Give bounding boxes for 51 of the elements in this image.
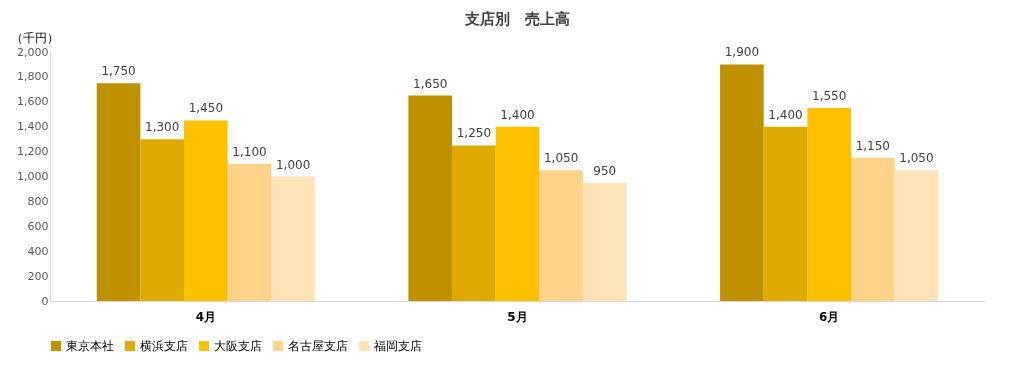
data-label: 1,750	[101, 64, 136, 79]
y-tick-label: 0	[41, 294, 49, 308]
y-tick-label: 1,200	[17, 145, 49, 159]
x-tick-label: 6月	[818, 309, 840, 324]
legend-label: 大阪支店	[214, 339, 262, 353]
bar	[96, 83, 141, 301]
bar	[271, 176, 315, 301]
data-label: 1,100	[232, 145, 267, 160]
y-axis-title: （千円）	[10, 30, 59, 45]
bar	[894, 170, 939, 301]
y-tick-label: 1,400	[17, 120, 49, 134]
bar	[850, 157, 895, 301]
data-label: 1,900	[724, 45, 760, 60]
bar	[807, 108, 851, 301]
bar	[408, 95, 453, 301]
y-tick-label: 800	[27, 194, 49, 208]
bar	[582, 182, 627, 301]
x-tick-label: 4月	[195, 309, 217, 324]
data-label: 1,300	[145, 120, 180, 135]
data-label: 1,150	[855, 138, 890, 153]
data-label: 1,050	[899, 151, 934, 166]
y-tick-label: 200	[27, 269, 49, 283]
data-label: 1,650	[413, 76, 448, 91]
chart-title: 支店別 売上高	[464, 10, 570, 28]
data-label: 1,400	[768, 107, 803, 122]
data-label: 1,550	[811, 89, 847, 104]
bar	[184, 120, 228, 301]
data-label: 1,000	[275, 157, 311, 172]
bar	[720, 64, 764, 301]
legend-label: 東京本社	[66, 339, 114, 353]
bar	[452, 145, 496, 301]
y-tick-label: 2,000	[17, 45, 49, 59]
bar	[539, 170, 583, 301]
data-label: 1,400	[500, 107, 535, 122]
legend-label: 福岡支店	[374, 339, 422, 353]
bar	[140, 139, 185, 301]
data-label: 1,050	[543, 151, 579, 166]
legend-label: 横浜支店	[140, 339, 188, 353]
data-label: 950	[593, 163, 617, 178]
y-tick-label: 1,000	[17, 170, 49, 183]
y-tick-label: 1,800	[17, 70, 49, 84]
data-label: 1,450	[188, 101, 224, 116]
legend-label: 名古屋支店	[288, 339, 348, 353]
y-tick-label: 1,600	[17, 95, 49, 109]
bar	[495, 126, 540, 301]
bar	[763, 126, 808, 301]
x-tick-label: 5月	[507, 309, 528, 324]
bar	[227, 164, 272, 301]
data-label: 1,250	[456, 126, 492, 141]
y-tick-label: 600	[27, 219, 49, 233]
y-tick-label: 400	[27, 244, 49, 258]
